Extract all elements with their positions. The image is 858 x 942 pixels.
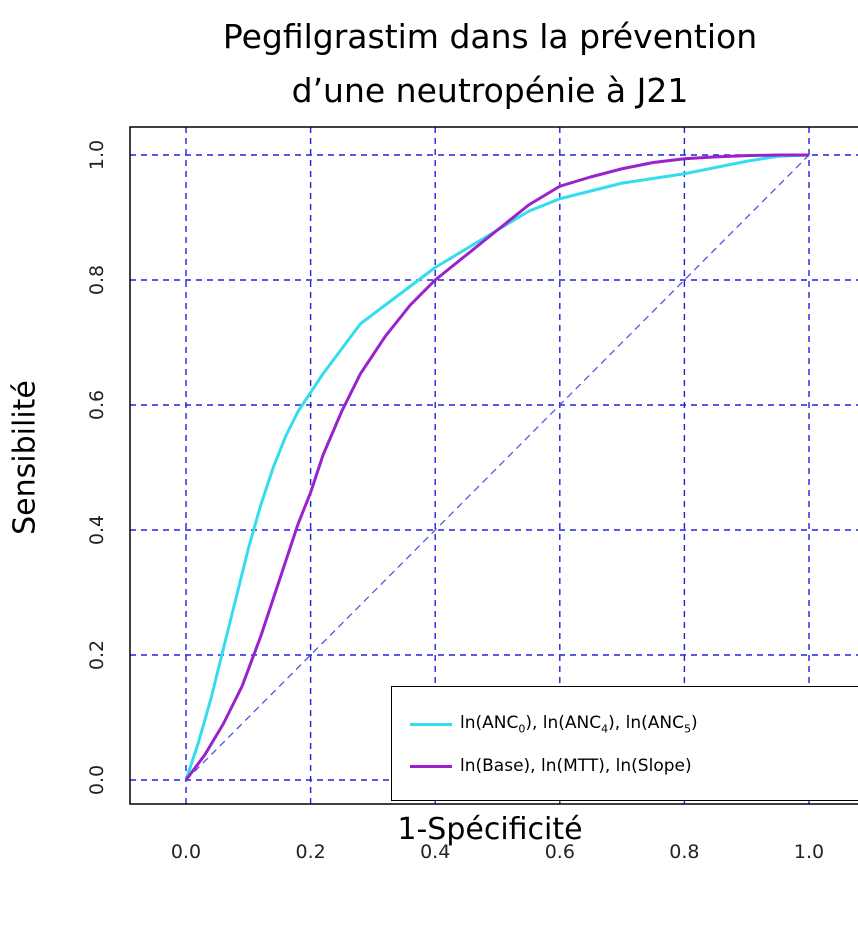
y-tick-label: 0.0 — [86, 765, 108, 795]
roc-curve-1 — [184, 153, 810, 781]
x-tick-label: 0.4 — [420, 841, 450, 863]
roc-curves — [184, 153, 810, 781]
x-tick-label: 0.8 — [669, 841, 699, 863]
x-tick-label: 1.0 — [794, 841, 824, 863]
x-tick-label: 0.6 — [545, 841, 575, 863]
legend-entry-2: ln(Base), ln(MTT), ln(Slope) — [410, 751, 692, 781]
x-tick-label: 0.0 — [171, 841, 201, 863]
axis-ticks: 0.0 0.0 0.2 0.2 0.4 0.4 0.6 0.6 0.8 0.8 1.0 1.0 — [86, 140, 824, 863]
legend: ln(ANC0), ln(ANC4), ln(ANC5) ln(Base), l… — [391, 686, 858, 801]
legend-label-1: ln(ANC0), ln(ANC4), ln(ANC5) — [460, 712, 698, 736]
legend-swatch-1 — [410, 722, 452, 726]
roc-curve-2 — [184, 153, 809, 781]
diagonal-reference — [185, 154, 810, 781]
y-tick-label: 0.8 — [86, 265, 108, 295]
legend-label-2: ln(Base), ln(MTT), ln(Slope) — [460, 756, 692, 776]
x-tick-label: 0.2 — [295, 841, 325, 863]
legend-swatch-2 — [410, 764, 452, 768]
diagonal-line — [185, 154, 810, 781]
y-axis-label: Sensibilité — [7, 380, 43, 535]
y-tick-label: 1.0 — [86, 140, 108, 170]
chart-title: Pegfilgrastim dans la prévention d’une n… — [140, 10, 840, 118]
chart-title-line-1: Pegfilgrastim dans la prévention — [222, 17, 758, 56]
y-tick-label: 0.2 — [86, 640, 108, 670]
plot-frame — [129, 126, 858, 805]
chart-title-line-2: d’une neutropénie à J21 — [291, 71, 689, 110]
x-axis-label: 1-Spécificité — [397, 812, 583, 847]
legend-entry-1: ln(ANC0), ln(ANC4), ln(ANC5) — [410, 709, 698, 739]
y-tick-label: 0.6 — [86, 390, 108, 420]
y-tick-label: 0.4 — [86, 515, 108, 545]
